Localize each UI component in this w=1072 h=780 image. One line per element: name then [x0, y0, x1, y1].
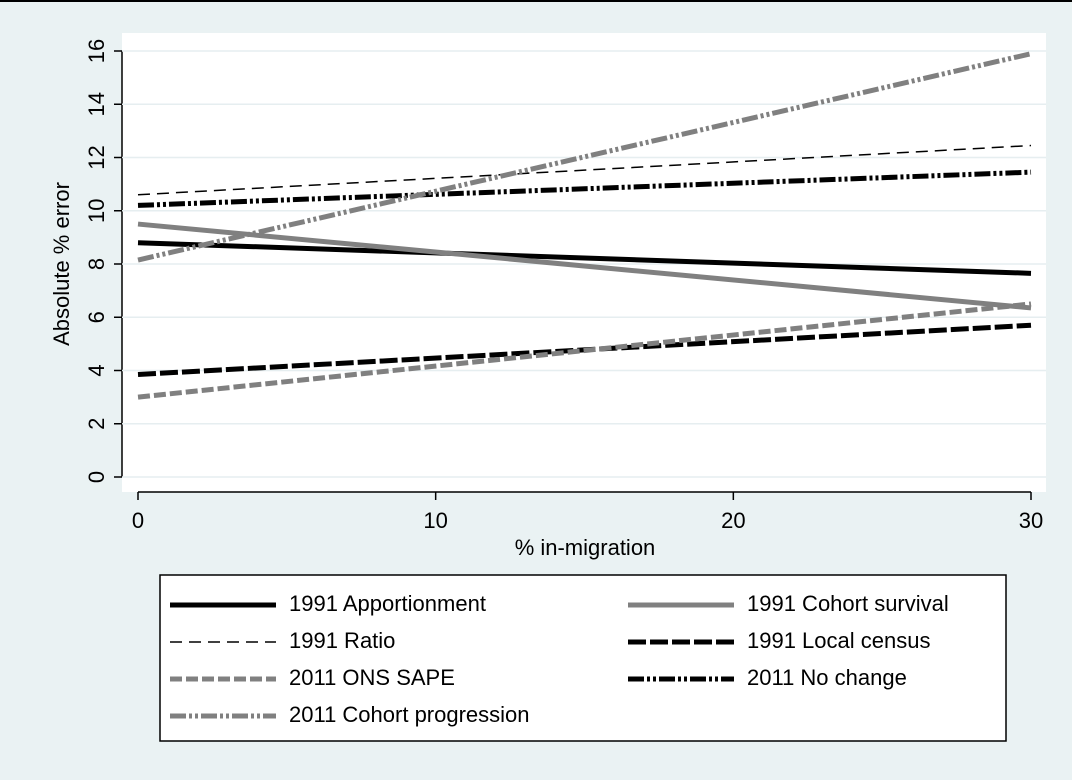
legend-label: 2011 No change: [747, 665, 907, 690]
x-tick-label: 20: [721, 508, 745, 533]
y-tick-label: 0: [84, 471, 109, 483]
x-tick-label: 0: [132, 508, 144, 533]
series-line: [137, 301, 1032, 400]
legend-label: 1991 Apportionment: [289, 591, 486, 616]
legend-label: 2011 Cohort progression: [289, 702, 530, 727]
series-line: [137, 51, 1032, 263]
x-tick-label: 10: [423, 508, 447, 533]
y-tick-label: 6: [84, 311, 109, 323]
y-tick-label: 10: [84, 199, 109, 223]
y-tick-label: 4: [84, 364, 109, 376]
series-line: [137, 240, 1032, 276]
series-line: [137, 221, 1032, 311]
y-tick-label: 12: [84, 145, 109, 169]
y-axis-title: Absolute % error: [49, 182, 74, 346]
x-tick-label: 30: [1019, 508, 1043, 533]
legend-label: 1991 Local census: [747, 628, 930, 653]
y-tick-label: 8: [84, 258, 109, 270]
legend-label: 1991 Ratio: [289, 628, 395, 653]
y-tick-label: 14: [84, 92, 109, 116]
legend-label: 2011 ONS SAPE: [289, 665, 455, 690]
legend-label: 1991 Cohort survival: [747, 591, 949, 616]
plot-area: [122, 33, 1046, 492]
series-line: [137, 144, 1032, 196]
series-line: [137, 169, 1032, 208]
y-tick-label: 2: [84, 418, 109, 430]
legend: [159, 574, 1007, 742]
y-tick-label: 16: [84, 39, 109, 63]
x-axis-title: % in-migration: [515, 535, 656, 560]
